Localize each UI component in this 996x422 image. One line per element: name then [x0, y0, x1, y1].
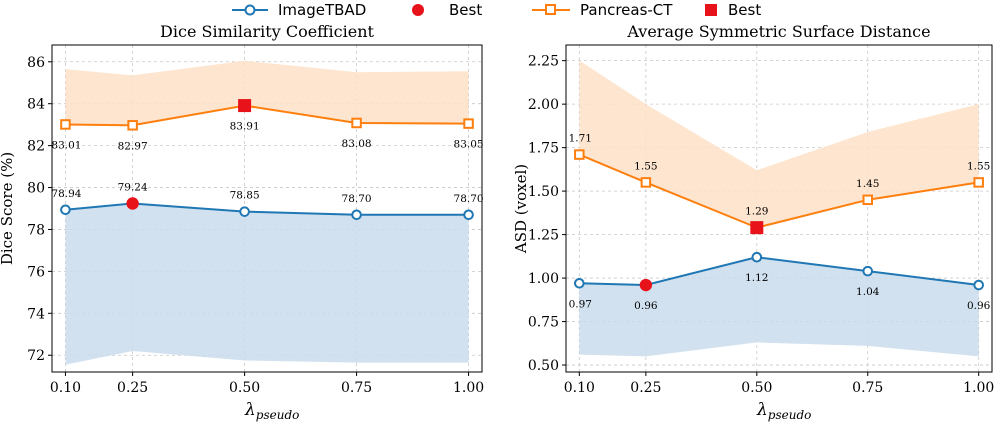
dice-ytick-label-2: 76 — [27, 264, 45, 280]
legend-label-best-square: Best — [728, 1, 761, 19]
dice-point-pancreas-ct-4 — [463, 118, 474, 129]
asd-chart: 0.97 0.96 1.12 1.04 0.96 1.71 1.55 1.29 1.45 1.55… — [512, 22, 994, 422]
asd-point-imagetbad-4 — [973, 279, 984, 291]
dice-title: Dice Similarity Coefficient — [160, 22, 374, 41]
asd-xlabel-symbol: λ — [756, 400, 768, 420]
dice-ylabel: Dice Score (%) — [0, 152, 16, 265]
asd-xtick-label-0: 0.10 — [564, 380, 595, 396]
asd-label-pancreas-ct-1: 1.55 — [634, 160, 657, 172]
dice-point-imagetbad-0 — [60, 204, 71, 216]
dice-point-pancreas-ct-0 — [60, 119, 71, 130]
asd-ytick-label-5: 1.75 — [528, 141, 559, 157]
asd-point-pancreas-ct-3 — [862, 194, 873, 206]
asd-point-imagetbad-3 — [862, 265, 874, 277]
asd-band-pancreas-ct — [579, 60, 979, 228]
dice-point-pancreas-ct-2 — [238, 99, 252, 113]
legend-entry-best-square: Best — [705, 1, 761, 19]
dice-label-pancreas-ct-2: 83.91 — [230, 121, 260, 133]
dice-ytick-label-6: 84 — [27, 97, 45, 113]
asd-label-pancreas-ct-4: 1.55 — [967, 160, 990, 172]
asd-label-pancreas-ct-3: 1.45 — [856, 178, 879, 190]
dice-label-imagetbad-0: 78.94 — [51, 188, 81, 200]
asd-ytick-label-1: 0.75 — [528, 315, 559, 331]
dice-ytick-label-1: 74 — [27, 306, 45, 322]
dice-point-pancreas-ct-3 — [351, 117, 362, 129]
dice-ytick-label-7: 86 — [27, 55, 45, 71]
asd-band-imagetbad — [579, 257, 979, 357]
asd-xtick-label-2: 0.50 — [741, 380, 772, 396]
dice-xlabel-subscript: pseudo — [256, 408, 300, 422]
asd-label-imagetbad-3: 1.04 — [856, 286, 880, 298]
asd-label-imagetbad-2: 1.12 — [745, 272, 768, 284]
asd-xlabel: λpseudo — [756, 400, 811, 422]
asd-xtick-label-4: 1.00 — [963, 380, 994, 396]
legend-entry-imagetbad: ImageTBAD — [232, 1, 366, 19]
dice-point-imagetbad-1 — [126, 197, 139, 210]
asd-title: Average Symmetric Surface Distance — [626, 22, 930, 41]
dice-ytick-label-5: 82 — [27, 139, 45, 155]
asd-point-imagetbad-0 — [574, 277, 585, 289]
dice-ytick-label-3: 78 — [27, 222, 45, 238]
dice-xtick-label-2: 0.50 — [229, 380, 260, 396]
asd-label-imagetbad-0: 0.97 — [569, 298, 592, 310]
asd-ytick-label-3: 1.25 — [528, 228, 559, 244]
asd-point-pancreas-ct-2 — [750, 221, 764, 235]
asd-axes-frame — [565, 44, 993, 373]
asd-ytick-label-0: 0.50 — [528, 358, 559, 374]
legend-label-best-circle: Best — [449, 1, 482, 19]
asd-ytick-label-2: 1.00 — [528, 271, 559, 287]
asd-xtick-label-3: 0.75 — [852, 380, 883, 396]
asd-label-imagetbad-1: 0.96 — [634, 300, 658, 312]
asd-label-pancreas-ct-0: 1.71 — [569, 133, 592, 145]
dice-xtick-label-4: 1.00 — [453, 380, 484, 396]
dice-label-pancreas-ct-1: 82.97 — [118, 140, 148, 152]
legend: ImageTBAD Best Pancreas-CT Best — [232, 1, 761, 19]
dice-label-imagetbad-2: 78.85 — [230, 190, 260, 202]
asd-ytick-label-4: 1.50 — [528, 184, 559, 200]
dice-xtick-label-1: 0.25 — [117, 380, 148, 396]
dice-band-pancreas-ct — [65, 60, 469, 126]
legend-entry-pancreas-ct: Pancreas-CT — [532, 1, 673, 19]
dice-xtick-label-3: 0.75 — [341, 380, 372, 396]
asd-point-pancreas-ct-4 — [973, 177, 984, 188]
dice-point-imagetbad-4 — [463, 209, 474, 221]
asd-label-pancreas-ct-2: 1.29 — [745, 206, 768, 218]
asd-point-pancreas-ct-0 — [574, 149, 585, 160]
legend-label-pancreas-ct: Pancreas-CT — [580, 1, 673, 19]
dice-xlabel: λpseudo — [244, 400, 299, 422]
asd-point-pancreas-ct-1 — [640, 177, 652, 188]
dice-xlabel-symbol: λ — [244, 400, 256, 420]
dice-label-pancreas-ct-3: 83.08 — [342, 138, 372, 150]
dice-xtick-label-0: 0.10 — [50, 380, 81, 396]
dice-point-imagetbad-2 — [239, 206, 250, 217]
asd-label-imagetbad-4: 0.96 — [967, 300, 991, 312]
dice-label-pancreas-ct-4: 83.05 — [454, 139, 484, 151]
asd-xlabel-subscript: pseudo — [768, 408, 812, 422]
dice-point-pancreas-ct-1 — [127, 120, 138, 131]
asd-point-imagetbad-2 — [751, 251, 763, 263]
asd-xtick-label-1: 0.25 — [630, 380, 661, 396]
asd-ylabel: ASD (voxel) — [512, 164, 530, 254]
legend-entry-best-circle: Best — [412, 1, 482, 19]
dice-label-pancreas-ct-0: 83.01 — [51, 139, 81, 151]
dice-label-imagetbad-1: 79.24 — [118, 181, 148, 193]
dice-chart: 78.94 79.24 78.85 78.70 78.70 83.01 82.97 83.91… — [0, 22, 484, 422]
legend-label-imagetbad: ImageTBAD — [278, 1, 366, 19]
dice-ytick-label-4: 80 — [27, 181, 45, 197]
dice-band-imagetbad — [65, 203, 469, 365]
dice-label-imagetbad-3: 78.70 — [342, 193, 372, 205]
asd-ytick-label-6: 2.00 — [528, 97, 559, 113]
dice-ytick-label-0: 72 — [27, 348, 45, 364]
asd-ytick-label-7: 2.25 — [528, 54, 559, 70]
dice-axes-frame — [51, 44, 483, 373]
dice-point-imagetbad-3 — [351, 209, 362, 221]
dice-label-imagetbad-4: 78.70 — [454, 193, 484, 205]
asd-point-imagetbad-1 — [639, 278, 653, 292]
